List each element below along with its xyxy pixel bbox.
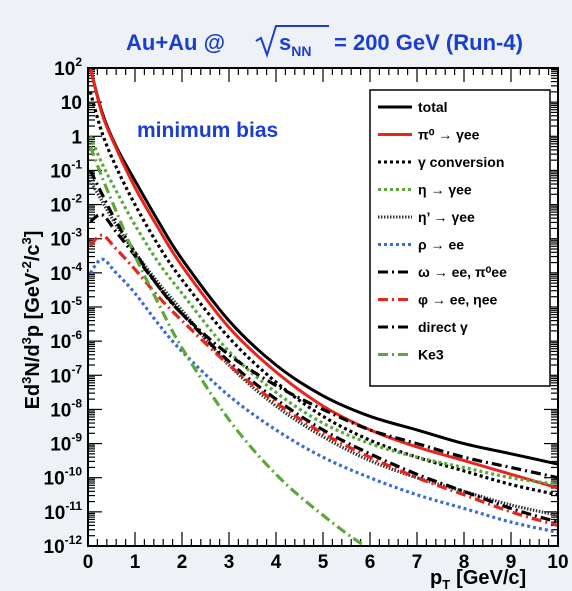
ylabel-b-sup: 3	[19, 337, 34, 344]
x-tick-label: 6	[365, 552, 376, 573]
x-tick-label: 1	[130, 552, 141, 573]
legend: total π⁰ → γee γ conversion η → γee η’ → γee…	[369, 89, 551, 387]
axis-tick-labels: 0 1 2 3 4 5 6 7 8 9 10 102 10 1 10-1 10-2 10-3 10-4 10-5 10…	[44, 55, 569, 573]
title-prefix: Au+Au @	[126, 30, 225, 55]
svg-text:Au+Au @: Au+Au @	[126, 30, 225, 55]
y-tick-label: 10-1	[50, 157, 82, 182]
legend-label: η → γee	[418, 182, 472, 198]
y-tick-label: 10-5	[50, 294, 82, 319]
series-line	[89, 233, 558, 528]
y-tick-label: 10-12	[44, 533, 83, 558]
svg-text:Ed3N/d3p [GeV-2/c3]: Ed3N/d3p [GeV-2/c3]	[19, 231, 44, 410]
series-line	[89, 212, 558, 524]
series-line	[88, 169, 558, 480]
annotation-minimum-bias: minimum bias	[137, 119, 278, 142]
y-tick-label: 10-4	[50, 260, 82, 285]
title-sqrt-sub: NN	[291, 43, 311, 59]
y-tick-label: 10-6	[50, 328, 82, 353]
ylabel-e: ]	[22, 231, 44, 238]
y-tick-label: 10-3	[50, 226, 82, 251]
y-tick-label: 10-2	[50, 192, 82, 217]
ylabel-c-sup: -2	[19, 261, 34, 273]
title-sqrt-var: s	[279, 30, 291, 55]
series-line	[88, 145, 368, 546]
xlabel-units: [GeV/c]	[456, 567, 526, 589]
legend-label: η’ → γee	[418, 209, 475, 225]
y-tick-label: 10-7	[50, 362, 82, 387]
y-tick-label: 10-11	[44, 499, 82, 524]
x-tick-label: 10	[547, 552, 568, 573]
title-suffix: = 200 GeV (Run-4)	[334, 30, 523, 55]
svg-text:sNN: sNN	[279, 30, 311, 59]
x-tick-label: 9	[506, 552, 517, 573]
ylabel-d: /c	[22, 244, 44, 261]
plot-frame	[87, 67, 559, 547]
ylabel-c: p [GeV	[22, 272, 44, 337]
chart-title: Au+Au @ sNN = 200 GeV (Run-4)	[126, 25, 523, 59]
xlabel-sub: T	[442, 577, 450, 591]
y-tick-label: 1	[71, 127, 82, 148]
x-tick-label: 8	[459, 552, 470, 573]
x-tick-label: 0	[83, 552, 94, 573]
legend-label: total	[418, 99, 448, 115]
xlabel-main: p	[430, 567, 442, 589]
legend-box	[369, 89, 551, 387]
series-line	[88, 91, 558, 497]
sqrt-sign	[255, 25, 329, 59]
legend-label: γ conversion	[418, 154, 504, 170]
legend-label: ω → ee, π⁰ee	[418, 264, 507, 280]
x-tick-label: 4	[271, 552, 282, 573]
x-tick-label: 7	[412, 552, 423, 573]
ylabel-a: Ed	[22, 384, 44, 410]
legend-label: Ke3	[418, 347, 444, 363]
y-tick-label: 10-9	[50, 431, 82, 456]
legend-label: ρ → ee	[418, 237, 464, 253]
series-line	[88, 68, 558, 490]
svg-text:= 200 GeV (Run-4): = 200 GeV (Run-4)	[334, 30, 523, 55]
x-tick-label: 2	[177, 552, 188, 573]
ylabel-a-sup: 3	[19, 377, 34, 384]
y-tick-label: 10-10	[44, 465, 83, 490]
y-tick-label: 10-8	[50, 396, 82, 421]
x-tick-label: 5	[318, 552, 329, 573]
y-axis-title: Ed3N/d3p [GeV-2/c3]	[19, 231, 44, 410]
ylabel-d-sup: 3	[19, 237, 34, 244]
legend-label: direct γ	[418, 319, 468, 335]
ylabel-b: N/d	[22, 344, 44, 376]
series-line	[89, 257, 558, 534]
x-tick-label: 3	[224, 552, 235, 573]
y-tick-label: 10	[61, 93, 82, 114]
x-axis-title: pT [GeV/c]	[430, 567, 526, 591]
legend-label: φ → ee, ηee	[418, 292, 497, 308]
legend-label: π⁰ → γee	[418, 127, 480, 143]
series-curves	[88, 68, 558, 546]
y-tick-label: 102	[54, 55, 82, 80]
